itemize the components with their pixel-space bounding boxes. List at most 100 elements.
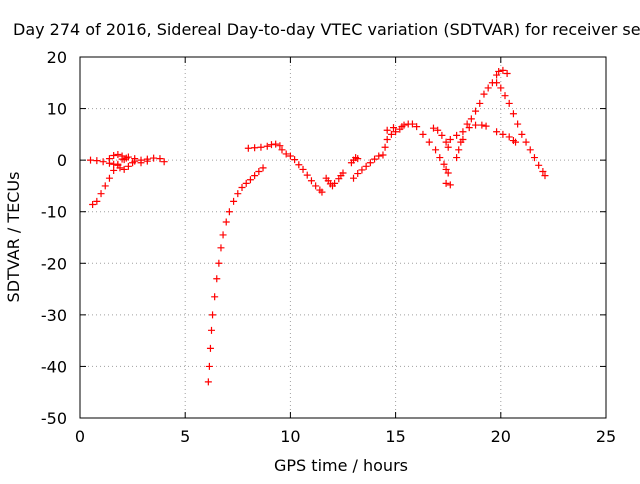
x-tick-label: 15 xyxy=(385,427,405,446)
data-point xyxy=(493,71,501,79)
data-point xyxy=(425,138,433,146)
data-point xyxy=(512,138,520,146)
data-point xyxy=(535,161,543,169)
data-point xyxy=(160,158,168,166)
data-point xyxy=(230,197,238,205)
data-point xyxy=(225,208,233,216)
data-point xyxy=(472,107,480,115)
data-point xyxy=(295,161,303,169)
chart-title: Day 274 of 2016, Sidereal Day-to-day VTE… xyxy=(13,20,640,39)
data-point xyxy=(442,179,450,187)
data-point xyxy=(339,169,347,177)
data-point xyxy=(150,154,158,162)
data-point xyxy=(465,124,473,132)
data-point xyxy=(493,79,501,87)
data-point xyxy=(530,154,538,162)
data-point xyxy=(499,66,507,74)
data-point xyxy=(444,169,452,177)
data-point xyxy=(497,84,505,92)
data-point xyxy=(509,110,517,118)
data-point xyxy=(89,200,97,208)
data-point xyxy=(413,123,421,131)
data-point xyxy=(93,157,101,165)
axis-ticks xyxy=(79,56,607,419)
data-point xyxy=(440,160,448,168)
data-point xyxy=(354,170,362,178)
y-tick-labels: -50 -40 -30 -20 -10 0 10 20 xyxy=(41,48,67,428)
data-point xyxy=(105,174,113,182)
data-point xyxy=(444,143,452,151)
data-point xyxy=(105,155,113,163)
data-point xyxy=(263,142,271,150)
data-points xyxy=(87,66,549,386)
data-point xyxy=(446,136,454,144)
data-point xyxy=(484,84,492,92)
data-point xyxy=(215,259,223,267)
plot-frame xyxy=(79,56,607,419)
data-point xyxy=(501,92,509,100)
data-point xyxy=(371,155,379,163)
data-point xyxy=(208,326,215,334)
data-point xyxy=(429,124,437,132)
data-point xyxy=(206,344,214,352)
data-point xyxy=(318,188,326,196)
data-point xyxy=(453,131,461,139)
data-point xyxy=(110,166,118,174)
data-point xyxy=(234,190,242,198)
data-point xyxy=(137,159,145,167)
data-point xyxy=(459,136,467,144)
data-point xyxy=(354,155,362,163)
data-point xyxy=(312,182,320,190)
data-point xyxy=(505,99,513,107)
data-point xyxy=(211,293,219,301)
data-point xyxy=(251,172,259,180)
x-tick-label: 0 xyxy=(75,427,85,446)
data-point xyxy=(389,124,397,132)
x-axis-label: GPS time / hours xyxy=(274,456,408,475)
data-point xyxy=(366,159,374,167)
data-point xyxy=(518,130,526,138)
data-point xyxy=(156,155,164,163)
y-tick-label: 0 xyxy=(57,151,67,170)
data-point xyxy=(93,197,101,205)
data-point xyxy=(453,154,461,162)
data-point xyxy=(118,152,126,160)
data-point xyxy=(276,142,284,150)
data-point xyxy=(282,150,290,158)
data-point xyxy=(495,67,503,75)
data-point xyxy=(442,165,450,173)
data-point xyxy=(204,378,212,386)
data-point xyxy=(246,176,254,184)
data-point xyxy=(124,162,132,170)
data-point xyxy=(432,146,440,154)
data-point xyxy=(116,164,124,172)
data-point xyxy=(375,152,383,160)
data-point xyxy=(493,128,501,136)
data-point xyxy=(97,190,105,198)
x-tick-label: 5 xyxy=(180,427,190,446)
x-tick-label: 20 xyxy=(491,427,511,446)
data-point xyxy=(455,146,463,154)
data-point xyxy=(303,171,311,179)
data-point xyxy=(244,144,252,152)
data-point xyxy=(463,120,471,128)
data-point xyxy=(539,167,547,175)
data-point xyxy=(120,156,128,164)
data-point xyxy=(286,152,294,160)
data-point xyxy=(482,122,490,130)
data-point xyxy=(434,126,442,134)
data-point xyxy=(476,99,484,107)
data-point xyxy=(499,130,507,138)
data-point xyxy=(257,143,265,151)
data-point xyxy=(213,275,221,283)
data-point xyxy=(408,120,416,128)
data-point xyxy=(383,126,391,134)
data-point xyxy=(222,218,230,226)
data-point xyxy=(131,157,139,165)
data-point xyxy=(480,90,488,98)
data-point xyxy=(272,140,280,148)
data-point xyxy=(446,181,454,189)
y-tick-label: -50 xyxy=(41,409,67,428)
